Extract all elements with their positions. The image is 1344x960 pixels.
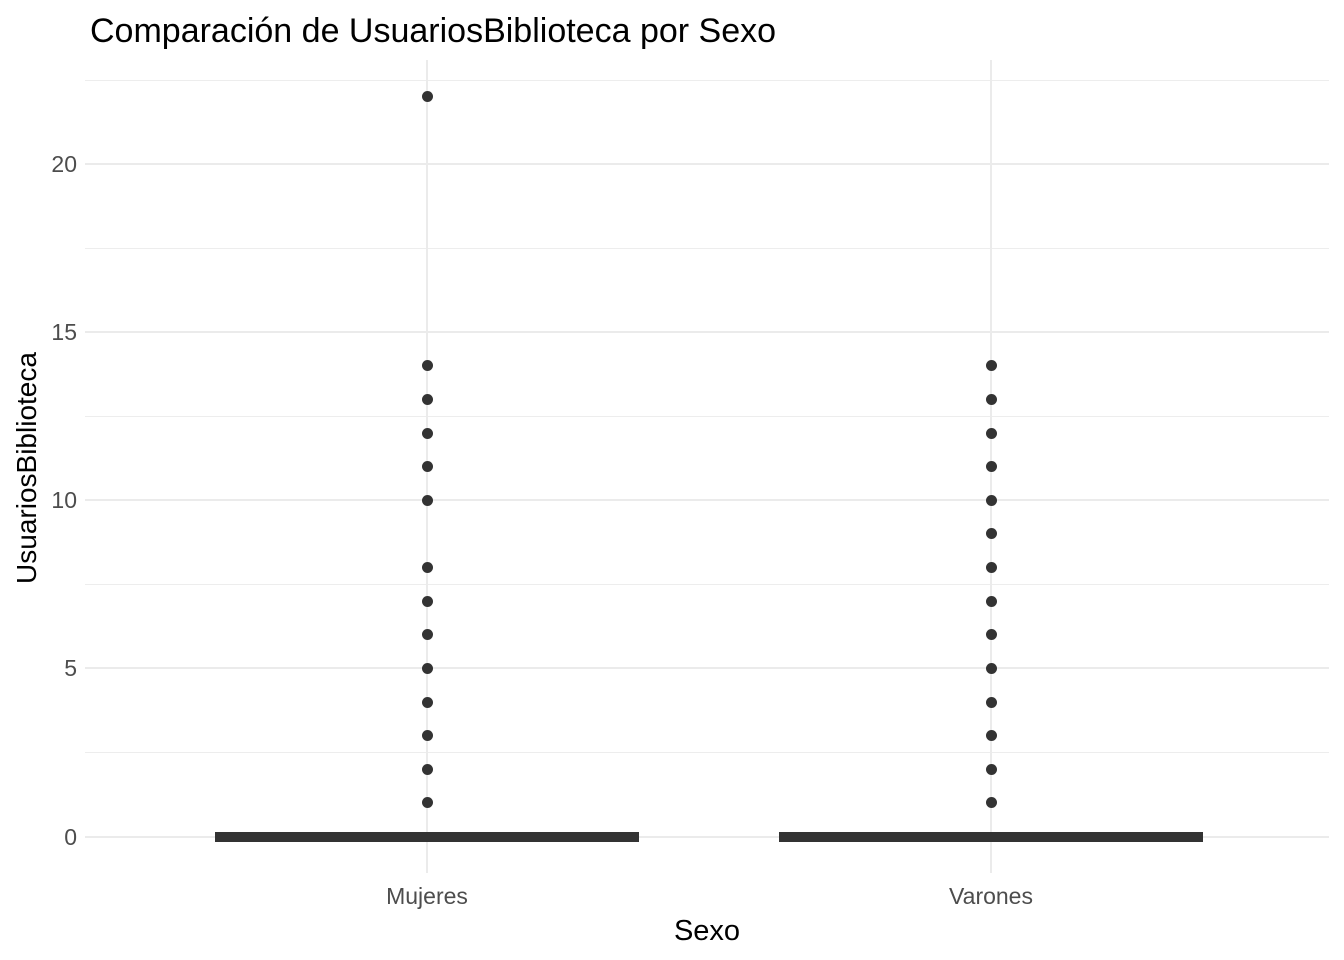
data-point: [985, 528, 997, 540]
y-axis-title: UsuariosBiblioteca: [11, 352, 42, 584]
data-point: [985, 797, 997, 809]
data-point: [421, 427, 433, 439]
data-point: [421, 393, 433, 405]
box-bar: [779, 831, 1203, 842]
data-point: [421, 91, 433, 103]
gridline-major-y: [85, 331, 1329, 334]
data-point: [985, 427, 997, 439]
data-point: [421, 797, 433, 809]
gridline-major-y: [85, 499, 1329, 502]
y-tick-label: 0: [64, 823, 77, 850]
data-point: [985, 393, 997, 405]
data-point: [421, 662, 433, 674]
gridline-minor-y: [85, 751, 1329, 753]
y-tick-label: 5: [64, 655, 77, 682]
x-tick-label: Mujeres: [386, 883, 468, 909]
gridline-major-y: [85, 835, 1329, 838]
data-point: [985, 629, 997, 641]
data-point: [421, 360, 433, 372]
data-point: [421, 696, 433, 708]
data-point: [421, 562, 433, 574]
data-point: [985, 662, 997, 674]
data-point: [421, 629, 433, 641]
data-point: [985, 696, 997, 708]
gridline-minor-y: [85, 583, 1329, 585]
x-axis-title: Sexo: [673, 915, 741, 947]
data-point: [985, 562, 997, 574]
data-point: [985, 360, 997, 372]
data-point: [985, 494, 997, 506]
box-bar: [215, 831, 639, 842]
data-point: [421, 763, 433, 775]
data-point: [985, 730, 997, 742]
y-tick-label: 15: [51, 319, 77, 346]
gridline-major-y: [85, 163, 1329, 166]
x-tick-label: Varones: [949, 883, 1033, 909]
data-point: [421, 494, 433, 506]
y-tick-label: 10: [51, 487, 77, 514]
data-point: [985, 595, 997, 607]
y-tick-label: 20: [51, 151, 77, 178]
data-point: [985, 763, 997, 775]
gridline-minor-y: [85, 247, 1329, 249]
data-point: [421, 730, 433, 742]
gridline-minor-y: [85, 79, 1329, 81]
plot-panel: [85, 60, 1329, 873]
gridline-minor-y: [85, 415, 1329, 417]
data-point: [421, 461, 433, 473]
data-point: [985, 461, 997, 473]
gridline-major-y: [85, 667, 1329, 670]
plot-title: Comparación de UsuariosBiblioteca por Se…: [90, 12, 777, 50]
data-point: [421, 595, 433, 607]
